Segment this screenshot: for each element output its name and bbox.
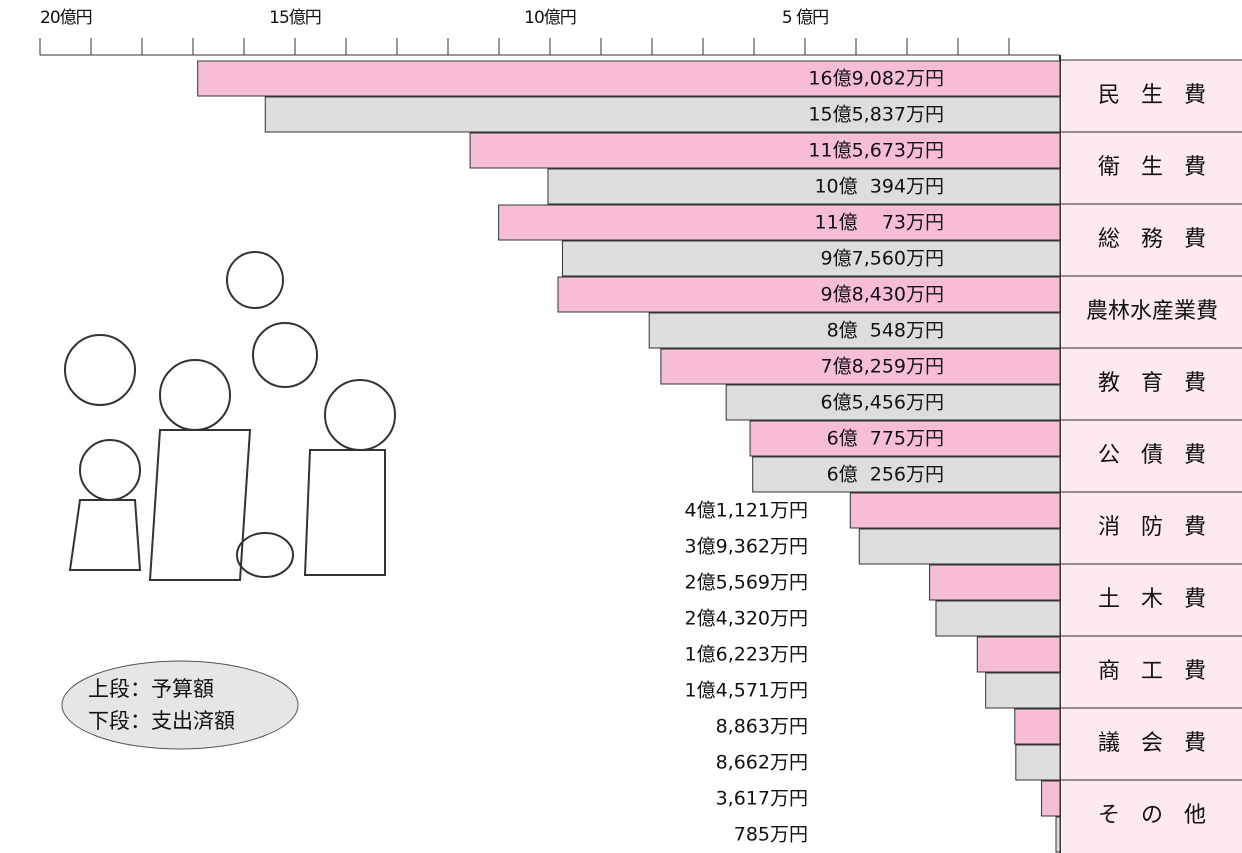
category-label: 民 生 費 (1098, 83, 1206, 108)
x-tick-label: 15億円 (269, 8, 321, 28)
value-label: 15億5,837万円 (808, 104, 944, 126)
bar (1014, 708, 1061, 745)
value-label: 16億9,082万円 (808, 68, 944, 90)
category-label: 公 債 費 (1098, 443, 1206, 468)
category-panel (1062, 60, 1242, 853)
bar (976, 636, 1061, 673)
value-label: 8億 548万円 (827, 320, 944, 342)
bar (547, 168, 1061, 205)
value-label: 2億4,320万円 (685, 608, 808, 630)
legend-label: 上段：予算額 (88, 677, 214, 701)
bar (660, 348, 1061, 385)
category-label: 農林水産業費 (1086, 299, 1218, 324)
bar (725, 384, 1061, 421)
value-label: 9億8,430万円 (821, 284, 944, 306)
category-label: 議 会 費 (1098, 731, 1206, 756)
value-label: 785万円 (734, 824, 808, 846)
value-label: 8,662万円 (716, 752, 808, 774)
value-label: 4億1,121万円 (685, 500, 808, 522)
bar (929, 564, 1061, 601)
value-label: 6億 256万円 (827, 464, 944, 486)
value-label: 6億 775万円 (827, 428, 944, 450)
bar (561, 240, 1061, 277)
category-label: 総 務 費 (1098, 227, 1206, 252)
bar (935, 600, 1061, 637)
legend-label: 下段：支出済額 (88, 709, 235, 733)
bar (985, 672, 1061, 709)
x-tick-label: 20億円 (40, 8, 92, 28)
illustration (64, 251, 396, 581)
value-label: 10億 394万円 (814, 176, 944, 198)
value-label: 3億9,362万円 (685, 536, 808, 558)
value-label: 11億 73万円 (814, 212, 944, 234)
value-label: 8,863万円 (716, 716, 808, 738)
bar (557, 276, 1061, 313)
bar (752, 456, 1061, 493)
category-label: 教 育 費 (1098, 371, 1206, 396)
bar (264, 96, 1061, 133)
bar (197, 60, 1061, 97)
x-tick-label: 5 億円 (782, 8, 828, 28)
bar (858, 528, 1061, 565)
bar (1055, 816, 1061, 853)
x-tick-label: 10億円 (524, 8, 576, 28)
bar (749, 420, 1061, 457)
category-label: 商 工 費 (1098, 659, 1206, 684)
value-label: 1億6,223万円 (685, 644, 808, 666)
category-label: そ の 他 (1098, 803, 1206, 828)
bar (1015, 744, 1061, 781)
bar (469, 132, 1061, 169)
bar (648, 312, 1061, 349)
legend-box (61, 660, 299, 750)
value-label: 11億5,673万円 (808, 140, 944, 162)
value-label: 2億5,569万円 (685, 572, 808, 594)
value-label: 1億4,571万円 (685, 680, 808, 702)
bar (498, 204, 1061, 241)
value-label: 3,617万円 (716, 788, 808, 810)
value-label: 6億5,456万円 (821, 392, 944, 414)
bar (1041, 780, 1061, 817)
bar (849, 492, 1061, 529)
value-label: 7億8,259万円 (821, 356, 944, 378)
category-label: 土 木 費 (1098, 587, 1206, 612)
category-label: 衛 生 費 (1098, 155, 1206, 180)
category-label: 消 防 費 (1098, 515, 1206, 540)
value-label: 9億7,560万円 (821, 248, 944, 270)
